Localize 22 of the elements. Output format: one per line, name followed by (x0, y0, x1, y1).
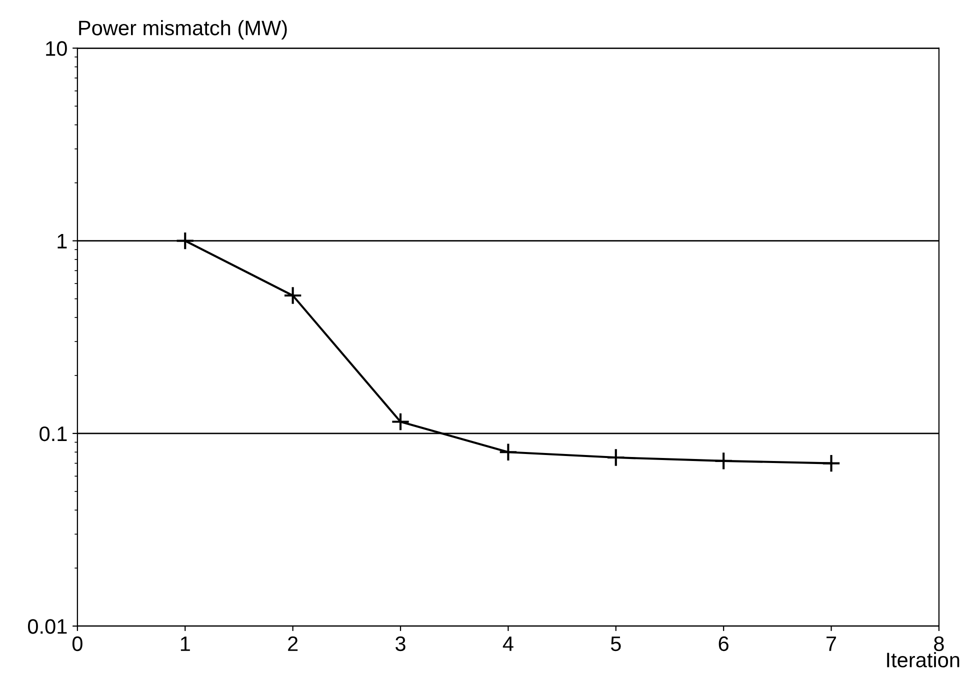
y-axis-title: Power mismatch (MW) (79, 20, 287, 40)
y-tick-label: 0.01 (28, 619, 67, 634)
point (176, 231, 195, 250)
point (822, 454, 841, 473)
x-tick-label: 0 (72, 636, 82, 652)
x-axis-title: Iteration (887, 652, 960, 668)
x-tick-label: 6 (718, 636, 728, 652)
point (498, 442, 518, 462)
y-tick-label: 10 (46, 41, 67, 56)
point (606, 448, 626, 467)
x-tick-label: 1 (180, 636, 190, 651)
x-tick-label: 2 (288, 636, 298, 651)
point (714, 452, 733, 470)
x-tick-label: 5 (610, 636, 621, 652)
y-tick-label: 0.1 (40, 426, 67, 442)
point (283, 286, 302, 305)
x-tick-label: 7 (826, 636, 836, 651)
x-tick-label: 8 (934, 636, 944, 652)
x-tick-label: 4 (502, 636, 514, 651)
y-tick-label: 1 (58, 234, 67, 248)
point (391, 412, 410, 432)
x-tick-label: 3 (396, 636, 406, 652)
